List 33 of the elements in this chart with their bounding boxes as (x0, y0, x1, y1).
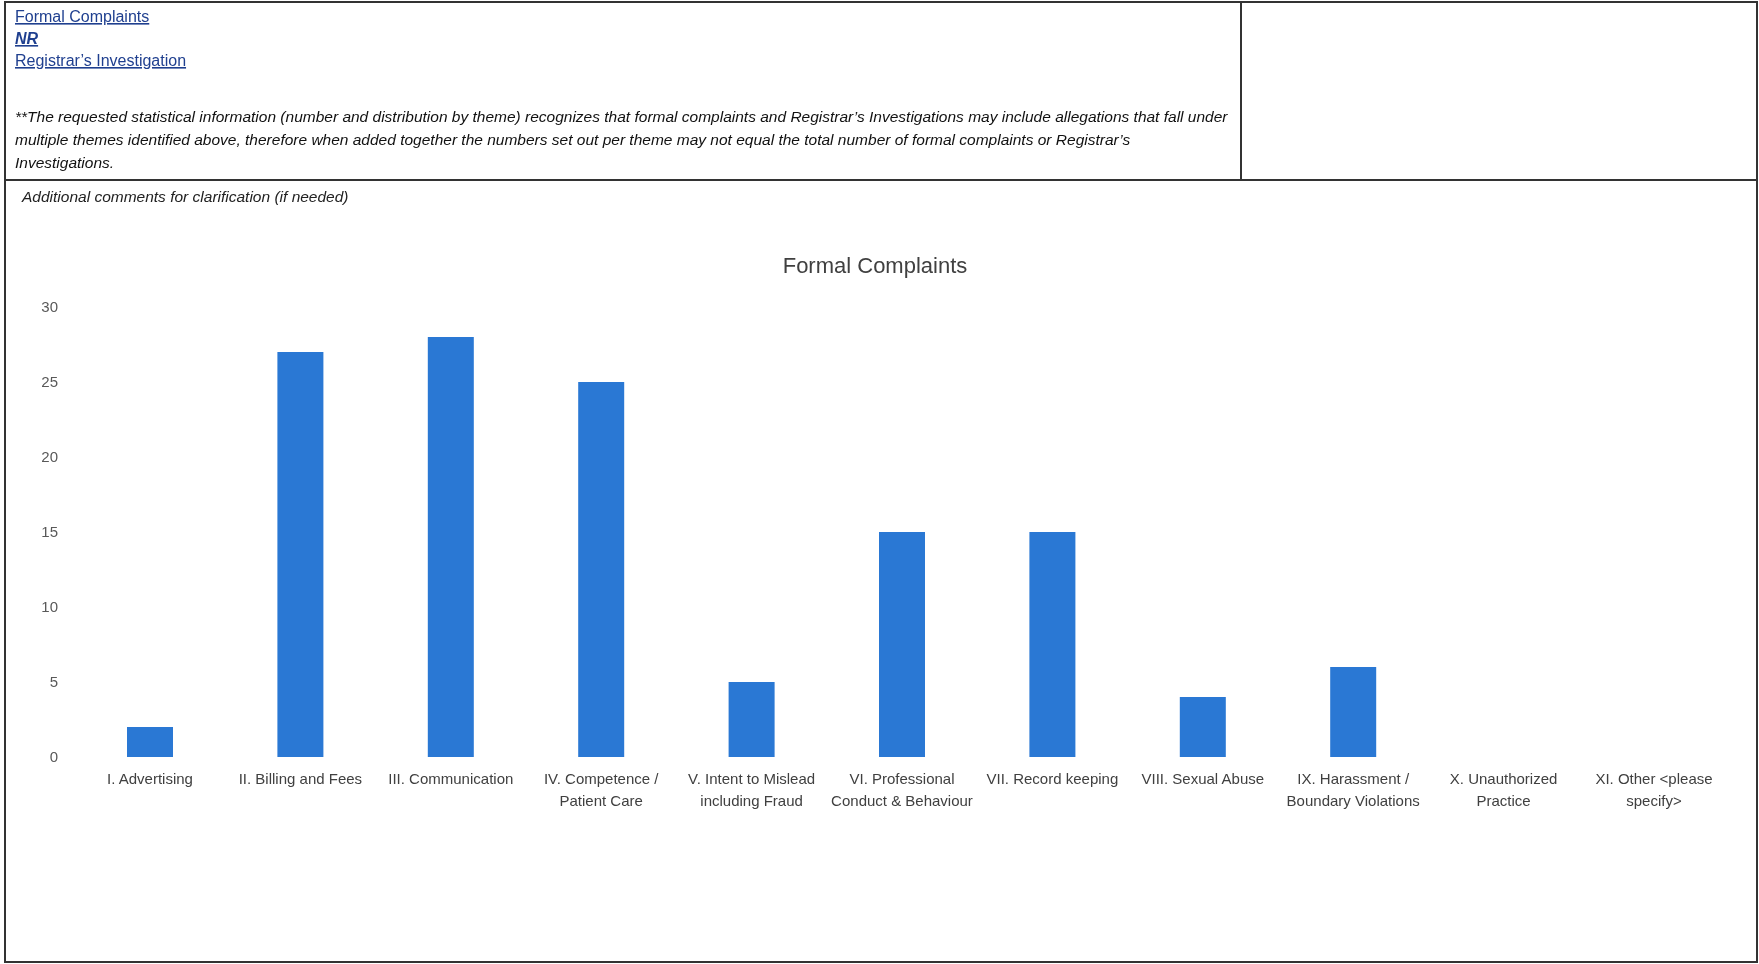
x-tick-label: VI. Professional Conduct & Behaviour (831, 770, 973, 809)
text: Formal Complaints (15, 8, 150, 25)
x-tick-label: V. Intent to Mislead including Fraud (688, 770, 816, 809)
bar (578, 382, 625, 757)
bar (728, 682, 775, 757)
text: Registrar’s Investigation (15, 52, 187, 69)
y-tick-label: 20 (41, 448, 58, 466)
x-tick-label: X. Unauthorized Practice (1449, 770, 1558, 809)
y-tick-label: 25 (41, 373, 58, 391)
x-tick-label: II. Billing and Fees (238, 770, 363, 787)
x-tick-label: IX. Harassment / Boundary Violations (1286, 770, 1420, 809)
bar (127, 727, 173, 757)
x-tick-label: III. Communication (388, 770, 514, 787)
x-tick-label: VIII. Sexual Abuse (1141, 770, 1265, 787)
x-tick-label: VII. Record keeping (986, 770, 1119, 787)
text: Additional comments for clarification (if needed) (21, 188, 349, 205)
bar (1029, 532, 1076, 757)
y-tick-label: 0 (49, 748, 58, 766)
text: **The requested statistical information (number and distribution by theme) recognizes that formal complaints and Registrar’s Investigations may include allegations that fall under multiple themes identified above, therefore when added together the numbers set out per theme may not equal the total number of formal complaints or Registrar’s Investigations. (15, 108, 1229, 171)
bar (879, 532, 925, 757)
bar (427, 337, 474, 757)
chart-title: Formal Complaints (782, 253, 968, 278)
y-tick-label: 5 (49, 673, 58, 691)
y-tick-label: 30 (41, 298, 58, 316)
y-tick-label: 10 (41, 598, 58, 616)
bar (1330, 667, 1377, 757)
bar (1179, 697, 1226, 757)
x-tick-label: IV. Competence / Patient Care (543, 770, 660, 809)
x-tick-label: XI. Other <please specify> (1595, 770, 1713, 809)
x-tick-label: I. Advertising (107, 770, 193, 787)
text: NR (15, 30, 39, 47)
bar (277, 352, 324, 757)
y-tick-label: 15 (41, 523, 58, 541)
